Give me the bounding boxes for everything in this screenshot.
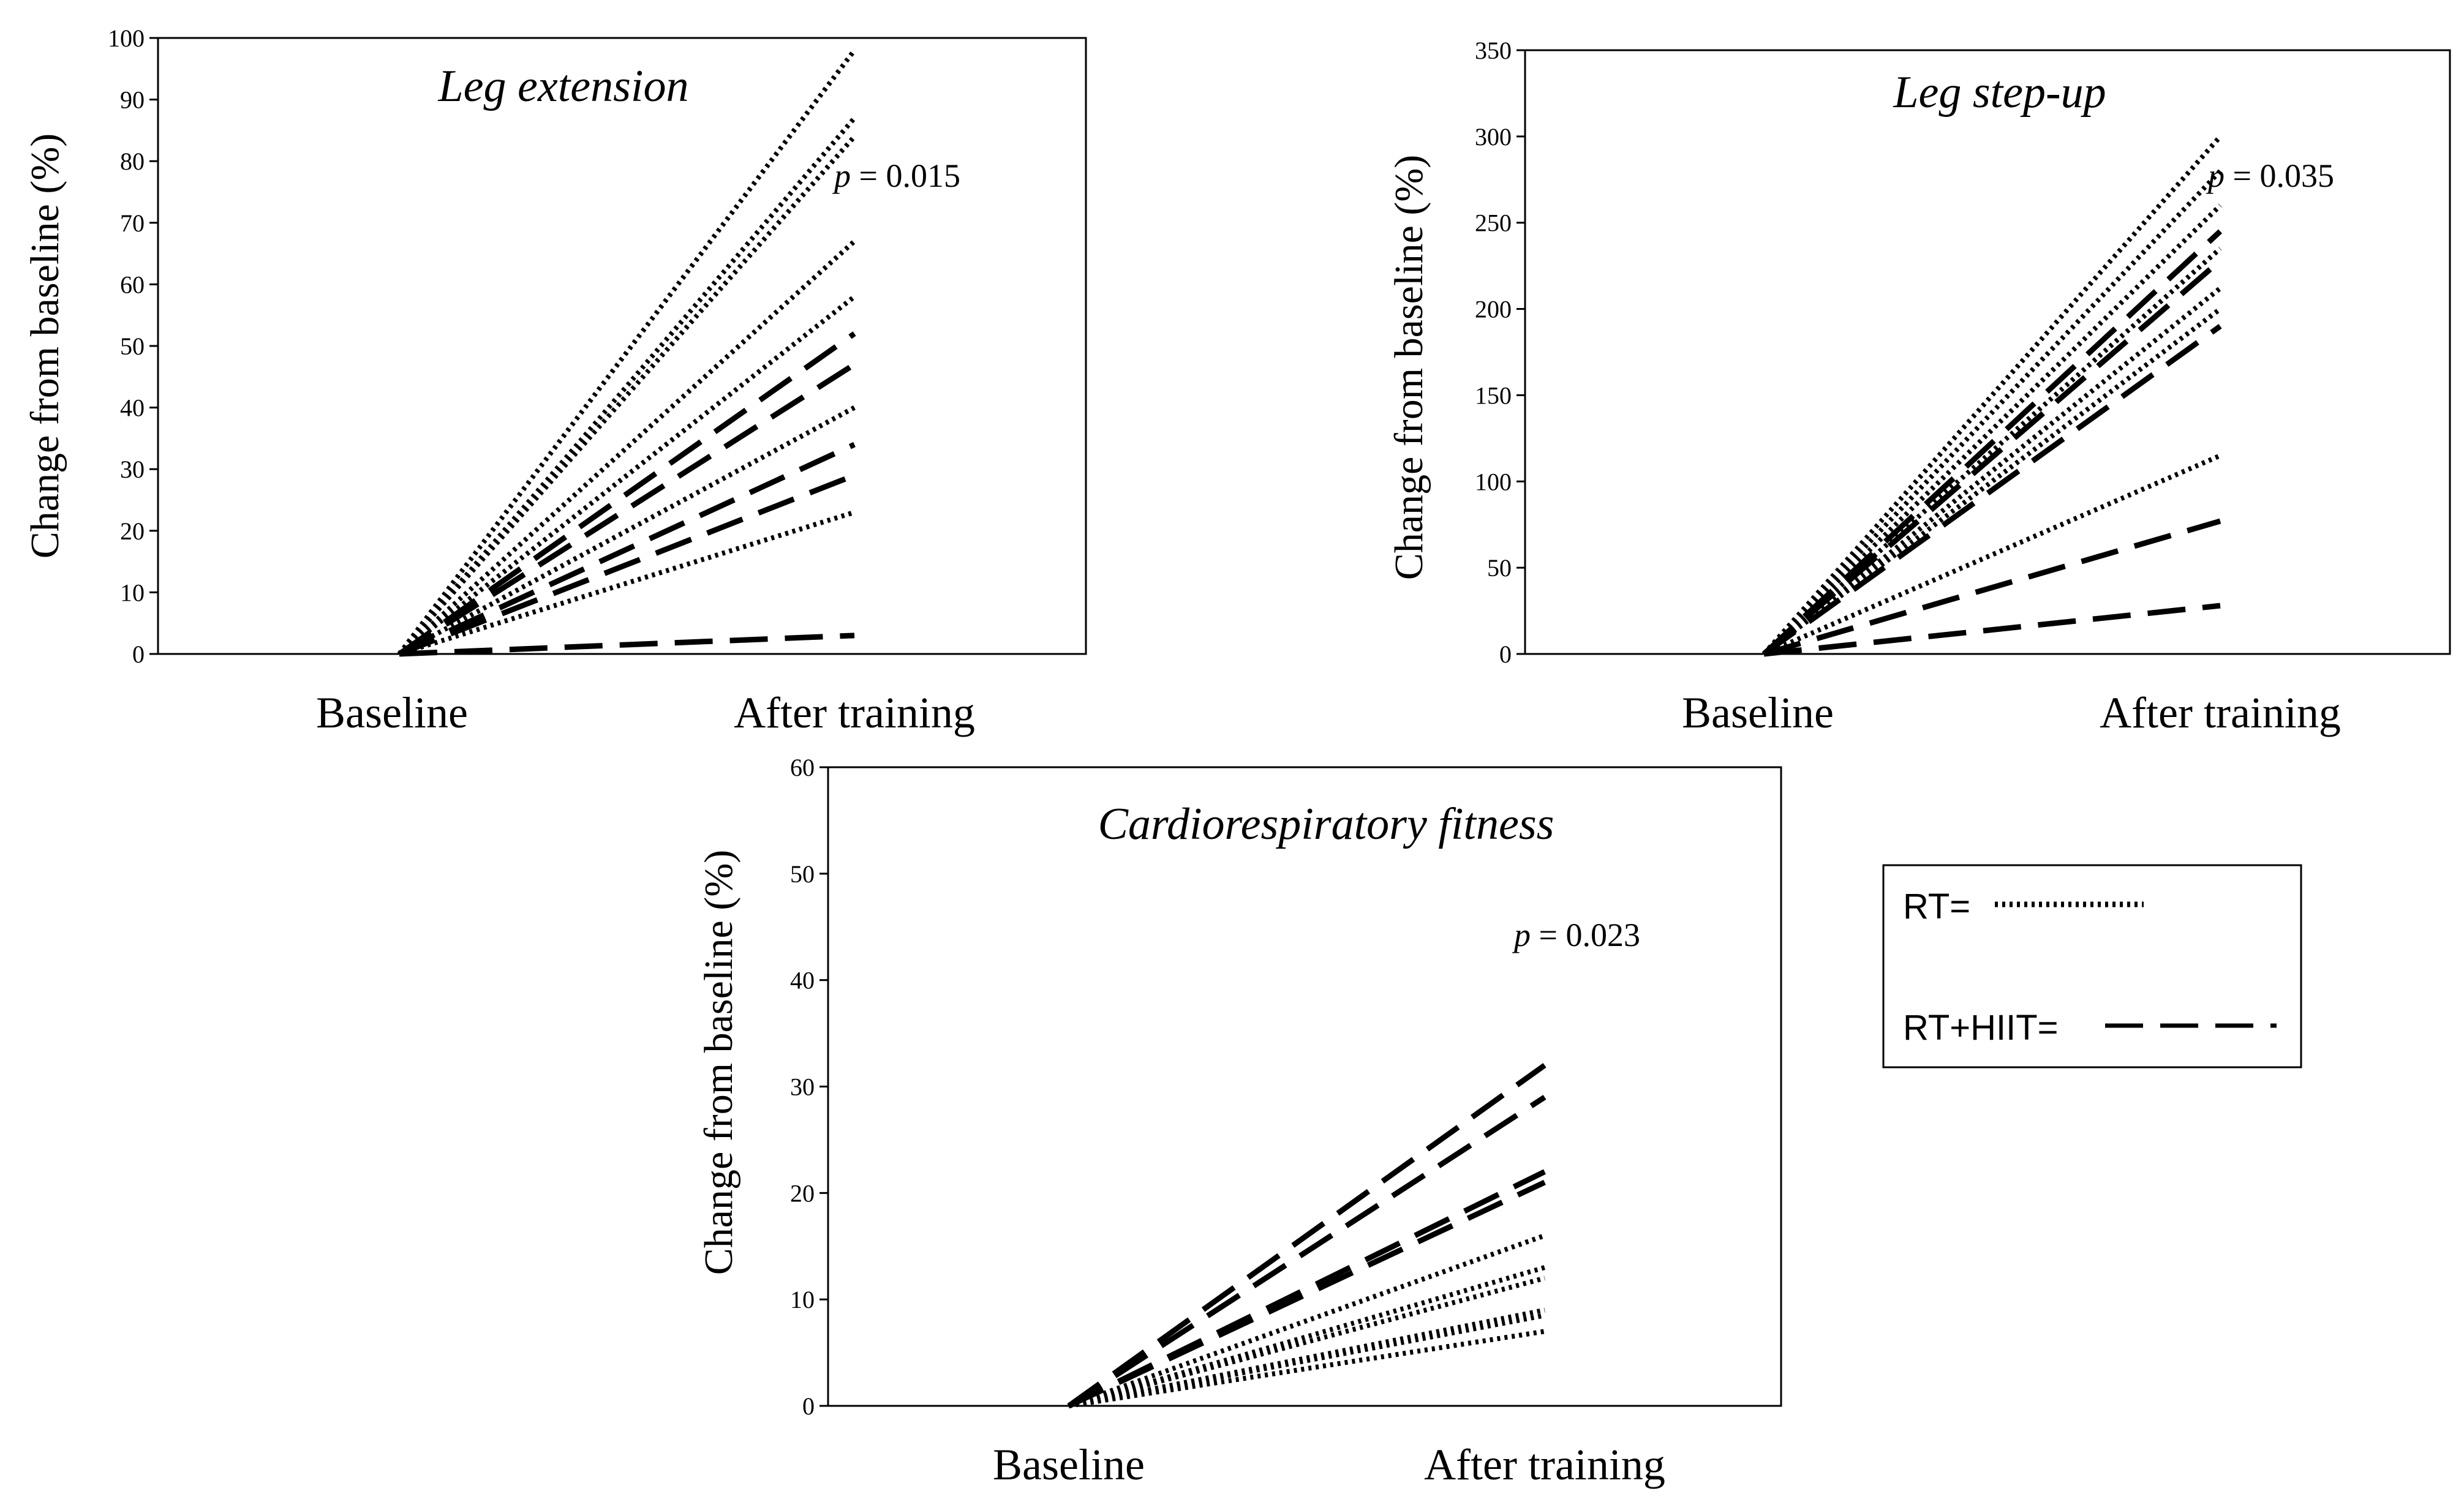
plot-frame: [157, 37, 1087, 655]
series-line-rt: [1761, 135, 2223, 656]
y-tick-label: 0: [802, 1392, 815, 1420]
y-tick-label: 60: [120, 271, 145, 298]
x-category-label: Baseline: [1682, 688, 1834, 737]
p-value-annotation: p = 0.015: [832, 157, 960, 194]
series-line-rt: [397, 48, 857, 656]
series-line-rt-hiit: [1763, 603, 2221, 657]
p-value-annotation: p = 0.035: [2206, 157, 2334, 194]
y-tick-label: 40: [120, 394, 145, 422]
x-category-label: After training: [734, 688, 975, 737]
chart-1: 0 50 100 150 200 250 300 350 Baseline After train…: [1387, 37, 2451, 737]
chart-title: Leg step-up: [1893, 67, 2106, 118]
chart-2: 0 10 20 30 40 50 60 Baseline After training Chang…: [696, 754, 1782, 1489]
series-line-rt-hiit: [1067, 1063, 1547, 1408]
series-line-rt: [1762, 286, 2222, 656]
y-tick-label: 50: [790, 860, 815, 888]
series-line-rt: [397, 295, 856, 656]
series-line-rt-hiit: [399, 633, 855, 657]
y-tick-label: 50: [120, 332, 145, 360]
series-line-rt: [1762, 169, 2222, 656]
series-line-rt: [1068, 1275, 1546, 1408]
y-tick-label: 40: [790, 967, 815, 994]
series-line-rt-hiit: [1068, 1179, 1546, 1409]
y-tick-label: 10: [120, 579, 145, 606]
legend-label-rt-hiit: RT+HIIT=: [1903, 1008, 2059, 1048]
y-tick-label: 70: [120, 209, 145, 237]
series-line-rt: [1068, 1233, 1546, 1408]
legend-box: [1882, 864, 2302, 1068]
legend: RT= RT+HIIT=: [1882, 864, 2302, 1068]
series-line-rt-hiit: [397, 331, 856, 656]
y-tick-label: 50: [1487, 554, 1512, 582]
plot-frame: [827, 766, 1782, 1407]
y-axis-title: Change from baseline (%): [1387, 155, 1431, 580]
series-line-rt-hiit: [1761, 229, 2223, 656]
y-axis-title: Change from baseline (%): [23, 133, 67, 559]
series-line-rt: [1763, 453, 2221, 656]
y-axis-title: Change from baseline (%): [696, 850, 741, 1275]
series-line-rt: [397, 135, 857, 656]
series-line-rt-hiit: [398, 473, 856, 657]
y-tick-label: 0: [1499, 640, 1512, 668]
chart-title: Cardiorespiratory fitness: [1098, 799, 1554, 849]
series-line-rt-hiit: [397, 362, 856, 656]
y-tick-label: 20: [790, 1179, 815, 1207]
series-line-rt-hiit: [398, 441, 856, 657]
x-category-label: After training: [2100, 688, 2341, 737]
y-tick-label: 250: [1475, 209, 1512, 237]
y-tick-label: 150: [1475, 381, 1512, 409]
y-tick-label: 0: [132, 640, 145, 668]
series-line-rt: [398, 405, 856, 656]
y-tick-label: 60: [790, 754, 815, 781]
y-tick-label: 100: [1475, 468, 1512, 495]
y-tick-label: 30: [120, 456, 145, 483]
chart-title: Leg extension: [438, 61, 689, 111]
x-category-label: Baseline: [993, 1440, 1145, 1489]
p-value-annotation: p = 0.023: [1512, 917, 1640, 953]
series-line-rt-hiit: [1762, 258, 2222, 656]
y-tick-label: 80: [120, 148, 145, 175]
y-tick-label: 10: [790, 1286, 815, 1313]
y-tick-label: 300: [1475, 123, 1512, 151]
x-category-label: Baseline: [316, 688, 468, 737]
x-category-label: After training: [1424, 1440, 1665, 1489]
series-line-rt: [398, 509, 856, 656]
legend-label-rt: RT=: [1903, 887, 1970, 926]
y-tick-label: 30: [790, 1073, 815, 1101]
series-line-rt-hiit: [1762, 324, 2222, 656]
series-line-rt: [1762, 246, 2222, 656]
y-tick-label: 90: [120, 86, 145, 114]
y-tick-label: 200: [1475, 296, 1512, 323]
y-tick-label: 100: [108, 24, 145, 52]
y-tick-label: 20: [120, 517, 145, 545]
y-tick-label: 350: [1475, 37, 1512, 64]
series-line-rt: [397, 239, 856, 656]
plot-frame: [1524, 49, 2451, 655]
series-line-rt-hiit: [1067, 1095, 1547, 1408]
chart-0: 0 10 20 30 40 50 60 70 80 90 100 Baseline After trai…: [23, 24, 1087, 737]
series-line-rt-hiit: [1763, 518, 2221, 657]
